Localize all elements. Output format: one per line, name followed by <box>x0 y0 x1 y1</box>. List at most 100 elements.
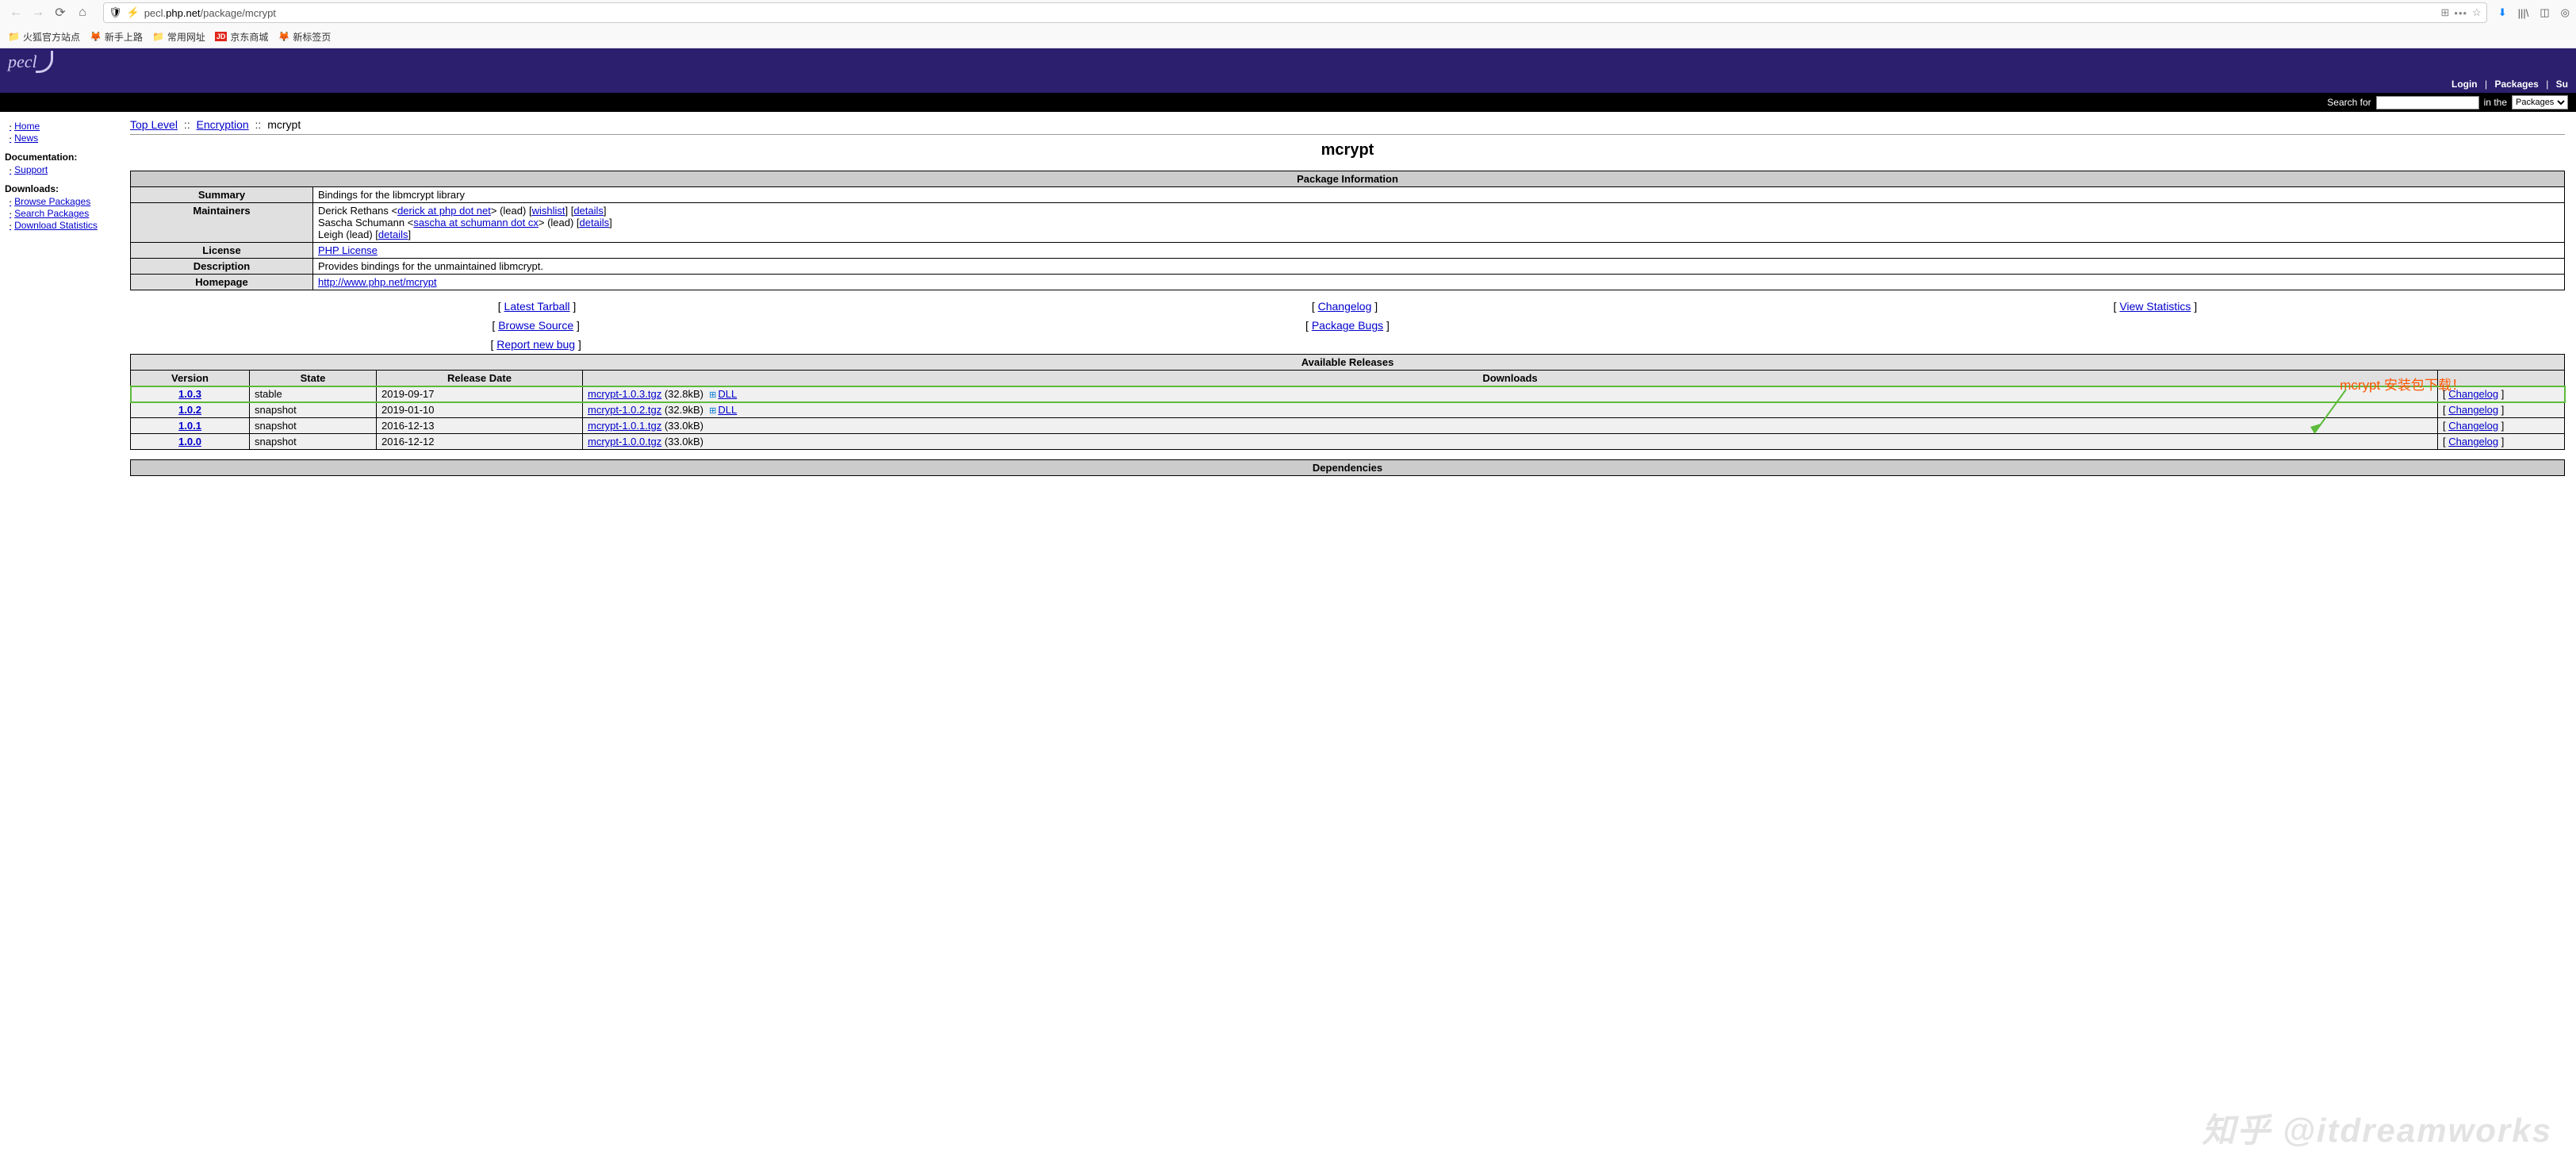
download-link[interactable]: mcrypt-1.0.1.tgz <box>588 420 661 432</box>
search-bar: Search for in the Packages <box>0 93 2576 112</box>
report-bug-link[interactable]: Report new bug <box>496 338 575 351</box>
bookmark-item[interactable]: 📁火狐官方站点 <box>8 30 80 44</box>
sidebar-search[interactable]: Search Packages <box>10 208 114 219</box>
browser-toolbar: ← → ⟳ ⌂ 🛡 ⚡ pecl.php.net/package/mcrypt … <box>0 0 2576 25</box>
release-row: 1.0.3stable2019-09-17mcrypt-1.0.3.tgz (3… <box>131 386 2565 402</box>
sidebar-browse[interactable]: Browse Packages <box>10 196 114 207</box>
action-links-row2: [ Browse Source ] [ Package Bugs ] <box>130 319 2565 332</box>
state-cell: stable <box>250 386 377 402</box>
state-cell: snapshot <box>250 418 377 434</box>
qr-icon[interactable]: ⊞ <box>2440 6 2449 19</box>
wishlist-link[interactable]: wishlist <box>532 205 565 217</box>
bookmark-item[interactable]: 🦊新手上路 <box>90 30 143 44</box>
dll-link[interactable]: DLL <box>718 404 737 416</box>
windows-icon: ⊞ <box>709 406 716 416</box>
download-link[interactable]: mcrypt-1.0.2.tgz <box>588 404 661 416</box>
view-stats-link[interactable]: View Statistics <box>2119 300 2191 313</box>
row-changelog-link[interactable]: Changelog <box>2448 388 2498 400</box>
packages-link[interactable]: Packages <box>2494 79 2538 90</box>
action-links-row1: [ Latest Tarball ] [ Changelog ] [ View … <box>130 300 2565 313</box>
search-input[interactable] <box>2376 96 2479 109</box>
deps-title: Dependencies <box>131 460 2565 476</box>
summary-label: Summary <box>131 187 313 203</box>
back-button[interactable]: ← <box>6 3 25 22</box>
windows-icon: ⊞ <box>709 390 716 400</box>
bookmark-star-icon[interactable]: ☆ <box>2472 6 2482 19</box>
bookmarks-bar: 📁火狐官方站点 🦊新手上路 📁常用网址 JD京东商城 🦊新标签页 <box>0 25 2576 48</box>
sidebar-home[interactable]: Home <box>10 121 114 132</box>
action-links-row3: [ Report new bug ] <box>130 338 2565 351</box>
logo-area: pecl <box>0 48 2576 75</box>
home-button[interactable]: ⌂ <box>73 3 92 22</box>
forward-button[interactable]: → <box>29 3 48 22</box>
url-bar[interactable]: 🛡 ⚡ pecl.php.net/package/mcrypt ⊞ ••• ☆ <box>103 2 2487 23</box>
bookmark-item[interactable]: JD京东商城 <box>215 30 269 44</box>
version-link[interactable]: 1.0.0 <box>178 436 201 447</box>
maintainers-label: Maintainers <box>131 203 313 243</box>
releases-table: Available Releases Version State Release… <box>130 354 2565 450</box>
account-icon[interactable]: ◎ <box>2561 6 2570 19</box>
bookmark-item[interactable]: 📁常用网址 <box>152 30 205 44</box>
doc-heading: Documentation: <box>5 152 114 163</box>
breadcrumb-category[interactable]: Encryption <box>197 118 249 131</box>
more-icon[interactable]: ••• <box>2454 7 2467 19</box>
row-changelog-link[interactable]: Changelog <box>2448 404 2498 416</box>
description-label: Description <box>131 259 313 275</box>
maint-email[interactable]: derick at php dot net <box>397 205 491 217</box>
date-cell: 2016-12-12 <box>377 434 583 450</box>
library-icon[interactable]: |||\ <box>2518 7 2529 19</box>
state-cell: snapshot <box>250 402 377 418</box>
dependencies-table: Dependencies <box>130 459 2565 476</box>
download-icon[interactable]: ⬇ <box>2498 6 2507 19</box>
latest-tarball-link[interactable]: Latest Tarball <box>504 300 570 313</box>
page-header: pecl Login | Packages | Su Search for in… <box>0 48 2576 112</box>
col-version: Version <box>131 371 250 386</box>
folder-icon: 📁 <box>8 31 20 42</box>
package-bugs-link[interactable]: Package Bugs <box>1312 319 1383 332</box>
separator: | <box>2546 79 2548 90</box>
release-row: 1.0.2snapshot2019-01-10mcrypt-1.0.2.tgz … <box>131 402 2565 418</box>
homepage-label: Homepage <box>131 275 313 290</box>
releases-title: Available Releases <box>131 355 2565 371</box>
date-cell: 2019-01-10 <box>377 402 583 418</box>
download-link[interactable]: mcrypt-1.0.3.tgz <box>588 388 661 400</box>
login-link[interactable]: Login <box>2451 79 2478 90</box>
shield-icon: 🛡 <box>109 6 122 19</box>
row-changelog-link[interactable]: Changelog <box>2448 420 2498 432</box>
bookmark-item[interactable]: 🦊新标签页 <box>278 30 331 44</box>
support-link[interactable]: Su <box>2556 79 2568 90</box>
info-title: Package Information <box>131 171 2565 187</box>
version-link[interactable]: 1.0.2 <box>178 404 201 416</box>
pecl-logo[interactable]: pecl <box>8 51 53 73</box>
sidebar-news[interactable]: News <box>10 133 114 144</box>
breadcrumb-top[interactable]: Top Level <box>130 118 178 131</box>
maint-email[interactable]: sascha at schumann dot cx <box>413 217 539 229</box>
search-scope-select[interactable]: Packages <box>2512 95 2568 109</box>
content: Top Level :: Encryption :: mcrypt mcrypt… <box>119 112 2576 492</box>
sidebar-support[interactable]: Support <box>10 164 114 175</box>
dll-link[interactable]: DLL <box>718 388 737 400</box>
homepage-link[interactable]: http://www.php.net/mcrypt <box>318 276 437 288</box>
details-link[interactable]: details <box>378 229 408 240</box>
version-link[interactable]: 1.0.1 <box>178 420 201 432</box>
row-changelog-link[interactable]: Changelog <box>2448 436 2498 447</box>
sidebar-stats[interactable]: Download Statistics <box>10 220 114 231</box>
folder-icon: 📁 <box>152 31 164 42</box>
description-value: Provides bindings for the unmaintained l… <box>313 259 2565 275</box>
browse-source-link[interactable]: Browse Source <box>498 319 573 332</box>
date-cell: 2016-12-13 <box>377 418 583 434</box>
breadcrumb-leaf: mcrypt <box>267 118 301 131</box>
main: Home News Documentation: Support Downloa… <box>0 112 2576 492</box>
package-info-table: Package Information SummaryBindings for … <box>130 171 2565 290</box>
col-date: Release Date <box>377 371 583 386</box>
license-link[interactable]: PHP License <box>318 244 378 256</box>
reload-button[interactable]: ⟳ <box>51 3 70 22</box>
details-link[interactable]: details <box>580 217 610 229</box>
details-link[interactable]: details <box>573 205 604 217</box>
sidebar-icon[interactable]: ◫ <box>2540 6 2549 19</box>
version-link[interactable]: 1.0.3 <box>178 388 201 400</box>
changelog-link[interactable]: Changelog <box>1318 300 1372 313</box>
firefox-icon: 🦊 <box>90 31 102 42</box>
download-link[interactable]: mcrypt-1.0.0.tgz <box>588 436 661 447</box>
state-cell: snapshot <box>250 434 377 450</box>
